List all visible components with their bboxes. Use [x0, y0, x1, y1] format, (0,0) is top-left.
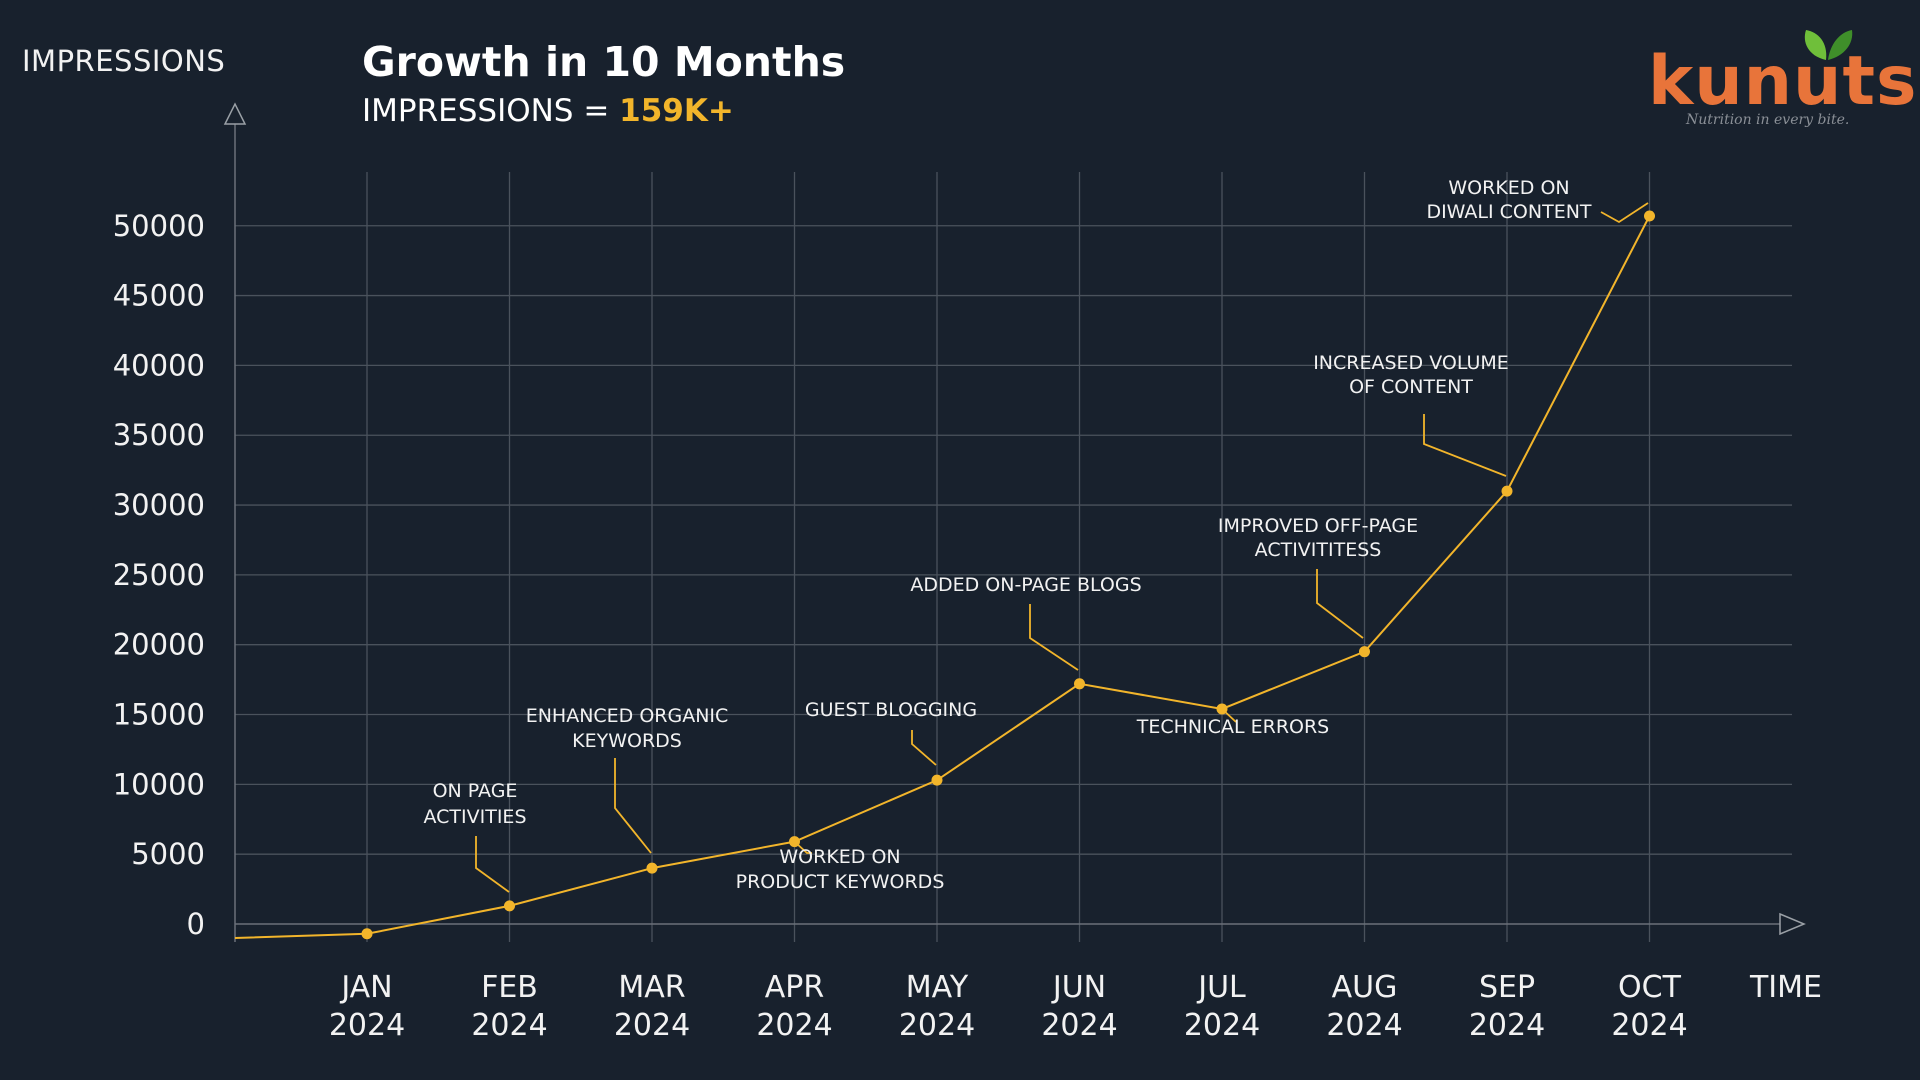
- chart-title: Growth in 10 Months: [362, 38, 846, 86]
- x-tick-year: 2024: [329, 1008, 405, 1043]
- y-tick-label: 15000: [113, 698, 205, 732]
- x-tick-month: APR: [765, 970, 824, 1005]
- annotation-label: ON PAGE: [433, 780, 518, 802]
- data-point: [504, 900, 515, 912]
- y-tick-label: 10000: [113, 767, 205, 801]
- y-tick-label: 0: [187, 907, 205, 941]
- y-tick-label: 40000: [113, 348, 205, 382]
- x-tick-month: OCT: [1618, 970, 1682, 1005]
- x-tick-month: JUN: [1051, 970, 1106, 1005]
- leaf-icon: [1804, 30, 1853, 60]
- annotation-label: ACTIVITIES: [423, 806, 526, 828]
- annotation-leader: [1423, 414, 1507, 477]
- annotation-label: DIWALI CONTENT: [1426, 201, 1591, 223]
- y-tick-label: 45000: [113, 279, 205, 313]
- annotation-label: PRODUCT KEYWORDS: [736, 871, 945, 893]
- brand-logo: kunuts Nutrition in every bite.: [1640, 26, 1916, 136]
- data-point: [361, 928, 373, 940]
- x-tick-year: 2024: [899, 1008, 975, 1043]
- annotation-leader: [475, 836, 510, 893]
- data-point: [1216, 703, 1228, 715]
- x-tick-month: JUL: [1196, 970, 1246, 1005]
- annotation-label: KEYWORDS: [572, 730, 682, 752]
- subtitle-prefix: IMPRESSIONS =: [362, 93, 620, 129]
- y-tick-label: 30000: [113, 488, 205, 522]
- data-point: [1501, 485, 1513, 497]
- y-tick-label: 25000: [113, 558, 205, 592]
- annotation-leader: [1029, 604, 1079, 671]
- annotation-leader: [795, 842, 812, 854]
- x-tick-year: 2024: [471, 1008, 547, 1043]
- annotation-label: ADDED ON-PAGE BLOGS: [910, 574, 1141, 596]
- annotation-label: TECHNICAL ERRORS: [1136, 716, 1330, 738]
- annotation-leader: [614, 758, 652, 854]
- annotation-leader: [911, 730, 937, 766]
- x-tick-year: 2024: [1469, 1008, 1545, 1043]
- annotation-label: WORKED ON: [779, 846, 900, 868]
- x-tick-year: 2024: [756, 1008, 832, 1043]
- annotation-leader: [1316, 569, 1364, 639]
- x-tick-year: 2024: [1611, 1008, 1687, 1043]
- annotation-label: WORKED ON: [1448, 177, 1569, 199]
- chart-subtitle: IMPRESSIONS = 159K+: [362, 93, 734, 129]
- x-tick-year: 2024: [1326, 1008, 1402, 1043]
- x-tick-year: 2024: [614, 1008, 690, 1043]
- y-axis-title: IMPRESSIONS: [22, 44, 226, 78]
- x-tick-month: JAN: [339, 970, 392, 1005]
- annotation-label: GUEST BLOGGING: [805, 699, 977, 721]
- y-tick-label: 20000: [113, 628, 205, 662]
- brand-name: kunuts: [1648, 42, 1918, 121]
- data-point: [646, 862, 658, 874]
- x-tick-month: SEP: [1479, 970, 1535, 1005]
- annotation-label: OF CONTENT: [1349, 376, 1473, 398]
- data-point: [1074, 678, 1085, 690]
- x-tick-month: MAR: [618, 970, 685, 1005]
- data-point: [1359, 646, 1370, 658]
- x-tick-month: AUG: [1332, 970, 1398, 1005]
- y-tick-label: 5000: [131, 837, 205, 871]
- data-point: [931, 774, 943, 786]
- x-tick-year: 2024: [1041, 1008, 1117, 1043]
- y-axis-arrow-icon: [223, 102, 247, 125]
- data-point: [789, 836, 800, 848]
- x-axis-title: TIME: [1749, 970, 1822, 1005]
- brand-tagline: Nutrition in every bite.: [1686, 112, 1850, 128]
- annotation-leader: [1600, 202, 1649, 224]
- x-tick-month: MAY: [906, 970, 969, 1005]
- annotation-label: ACTIVITITESS: [1255, 539, 1382, 561]
- annotation-label: INCREASED VOLUME: [1313, 352, 1509, 374]
- data-point: [1644, 210, 1655, 222]
- y-tick-label: 50000: [113, 209, 205, 243]
- x-tick-year: 2024: [1184, 1008, 1260, 1043]
- annotation-label: IMPROVED OFF-PAGE: [1218, 515, 1418, 537]
- subtitle-value: 159K+: [619, 93, 734, 129]
- y-tick-label: 35000: [113, 418, 205, 452]
- x-axis-arrow-icon: [1779, 912, 1806, 936]
- annotation-label: ENHANCED ORGANIC: [526, 705, 729, 727]
- x-tick-month: FEB: [481, 970, 538, 1005]
